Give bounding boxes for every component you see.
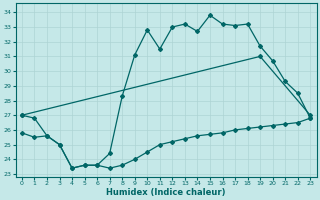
X-axis label: Humidex (Indice chaleur): Humidex (Indice chaleur)	[106, 188, 226, 197]
